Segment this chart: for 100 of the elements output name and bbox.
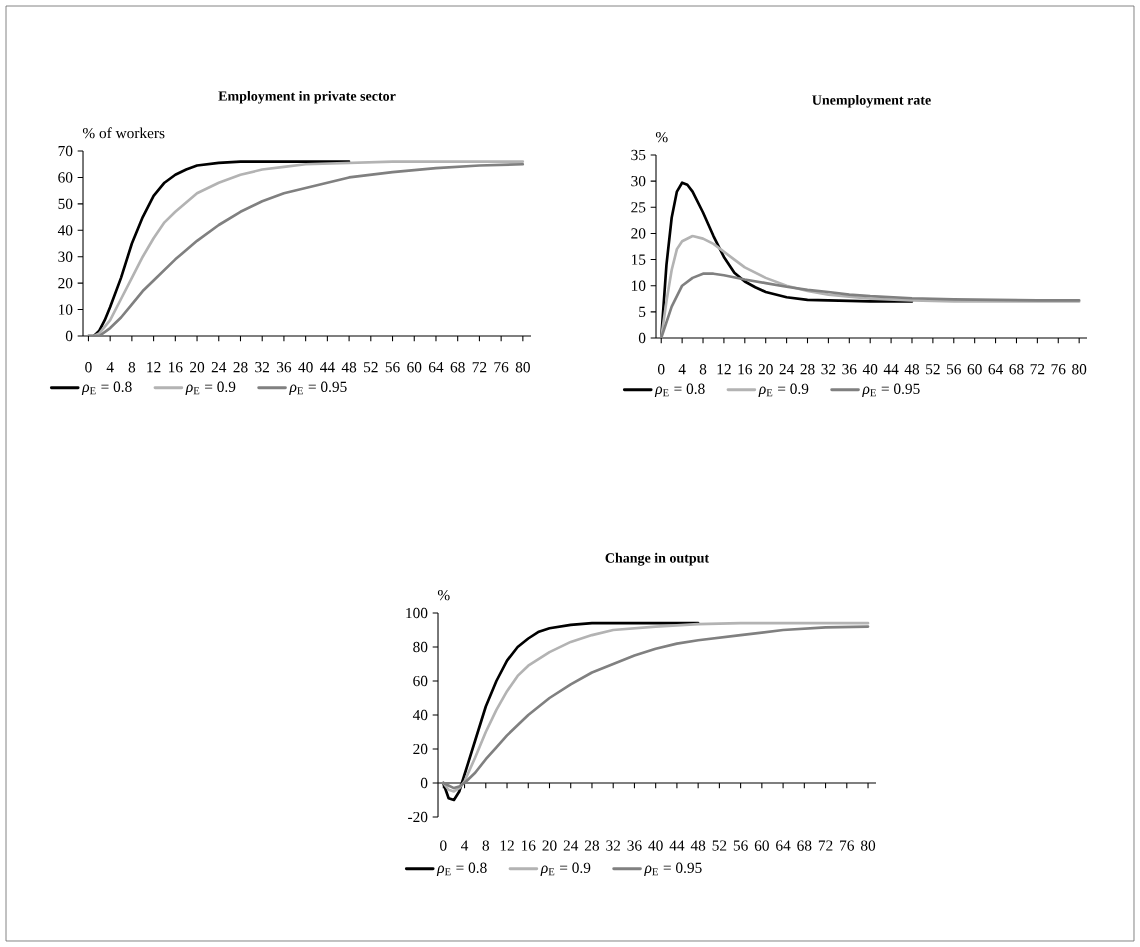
y-tick-label: -20 (408, 811, 428, 823)
chart-title: Unemployment rate (812, 94, 931, 108)
x-tick-label: 80 (515, 362, 530, 373)
x-tick-label: 32 (255, 362, 270, 373)
x-tick-label: 80 (1072, 364, 1087, 375)
x-tick-label: 56 (947, 364, 961, 375)
x-tick-label: 8 (482, 840, 490, 851)
x-tick-label: 16 (521, 840, 536, 851)
x-tick-label: 4 (678, 364, 686, 375)
y-tick-label: 5 (639, 306, 646, 317)
y-tick-label: 30 (58, 251, 73, 262)
x-tick-label: 72 (1030, 364, 1045, 375)
x-tick-label: 24 (779, 364, 795, 375)
y-axis-title: % (437, 589, 450, 601)
y-tick-label: 60 (413, 675, 428, 687)
y-tick-label: 0 (638, 332, 646, 344)
x-tick-label: 76 (1051, 364, 1066, 375)
x-tick-label: 32 (821, 364, 836, 375)
y-tick-label: 35 (631, 149, 646, 161)
x-tick-label: 20 (190, 362, 205, 373)
x-tick-label: 12 (147, 362, 161, 373)
x-tick-label: 64 (776, 840, 791, 851)
y-axis-title: % of workers (82, 127, 165, 139)
x-tick-label: 44 (669, 840, 685, 851)
x-tick-label: 24 (211, 362, 227, 373)
x-tick-label: 72 (818, 840, 833, 851)
y-tick-label: 40 (412, 709, 428, 721)
x-tick-label: 28 (233, 362, 248, 373)
y-tick-label: 20 (413, 743, 428, 755)
x-tick-label: 60 (967, 364, 982, 375)
x-tick-label: 12 (717, 364, 731, 375)
x-tick-label: 0 (657, 364, 665, 375)
legend-label: ρ$_{E}$ = 0.95 (644, 862, 702, 877)
legend-label: ρ$_{E}$ = 0.9 (185, 381, 236, 396)
chart-title: Change in output (605, 552, 710, 566)
x-tick-label: 52 (712, 840, 727, 851)
legend-label: ρ$_{E}$ = 0.8 (81, 381, 132, 396)
legend-label: ρ$_{E}$ = 0.8 (654, 383, 705, 398)
y-tick-label: 15 (631, 254, 646, 265)
y-tick-label: 30 (631, 175, 646, 187)
x-tick-label: 80 (860, 840, 876, 851)
x-tick-label: 64 (988, 364, 1003, 375)
x-tick-label: 36 (842, 364, 857, 375)
x-tick-label: 56 (385, 362, 400, 373)
y-tick-label: 70 (58, 145, 73, 157)
legend-label: ρ$_{E}$ = 0.9 (758, 383, 809, 398)
x-tick-label: 20 (758, 364, 773, 375)
legend-label: ρ$_{E}$ = 0.95 (862, 383, 920, 398)
x-tick-label: 68 (450, 362, 465, 373)
y-tick-label: 0 (65, 330, 73, 342)
x-tick-label: 4 (461, 840, 469, 851)
x-tick-label: 44 (320, 362, 335, 373)
x-tick-label: 68 (797, 840, 812, 851)
x-tick-label: 40 (862, 364, 878, 375)
y-tick-label: 25 (631, 202, 646, 213)
x-tick-label: 4 (106, 362, 114, 373)
chart-title: Employment in private sector (218, 90, 396, 104)
x-tick-label: 76 (494, 362, 509, 373)
y-tick-label: 80 (413, 641, 428, 653)
x-tick-label: 24 (563, 840, 579, 851)
y-axis-title: % (655, 131, 668, 143)
x-tick-label: 60 (754, 840, 769, 851)
legend-label: ρ$_{E}$ = 0.95 (289, 381, 347, 396)
x-tick-label: 28 (800, 364, 815, 375)
x-tick-label: 40 (648, 840, 663, 851)
x-tick-label: 52 (364, 362, 378, 373)
x-tick-label: 68 (1009, 364, 1024, 375)
x-tick-label: 28 (584, 840, 600, 851)
y-tick-label: 10 (631, 280, 646, 291)
x-tick-label: 0 (440, 840, 447, 851)
x-tick-label: 44 (883, 364, 899, 375)
y-tick-label: 10 (58, 304, 73, 315)
x-tick-label: 48 (690, 840, 706, 851)
y-tick-label: 40 (57, 225, 73, 236)
x-tick-label: 64 (428, 362, 444, 373)
x-tick-label: 8 (699, 364, 707, 375)
x-tick-label: 16 (738, 364, 753, 375)
x-tick-label: 8 (128, 362, 136, 373)
x-tick-label: 16 (168, 362, 183, 373)
legend-label: ρ$_{E}$ = 0.9 (540, 862, 591, 877)
x-tick-label: 52 (926, 364, 940, 375)
y-tick-label: 20 (631, 228, 646, 239)
y-tick-label: 0 (420, 777, 428, 789)
line-series (659, 272, 1081, 338)
x-tick-label: 36 (627, 840, 642, 851)
y-tick-label: 60 (58, 172, 73, 183)
x-tick-label: 0 (85, 362, 92, 373)
x-tick-label: 20 (542, 840, 557, 851)
x-tick-label: 56 (733, 840, 748, 851)
x-tick-label: 72 (472, 362, 487, 373)
x-tick-label: 76 (840, 840, 855, 851)
y-tick-label: 50 (58, 198, 73, 210)
legend-label: ρ$_{E}$ = 0.8 (436, 862, 487, 877)
y-tick-label: 100 (406, 607, 428, 619)
x-tick-label: 40 (298, 362, 313, 373)
x-tick-label: 36 (276, 362, 292, 373)
x-tick-label: 32 (606, 840, 621, 851)
x-tick-label: 12 (500, 840, 514, 851)
x-tick-label: 48 (341, 362, 357, 373)
y-tick-label: 20 (58, 277, 73, 289)
